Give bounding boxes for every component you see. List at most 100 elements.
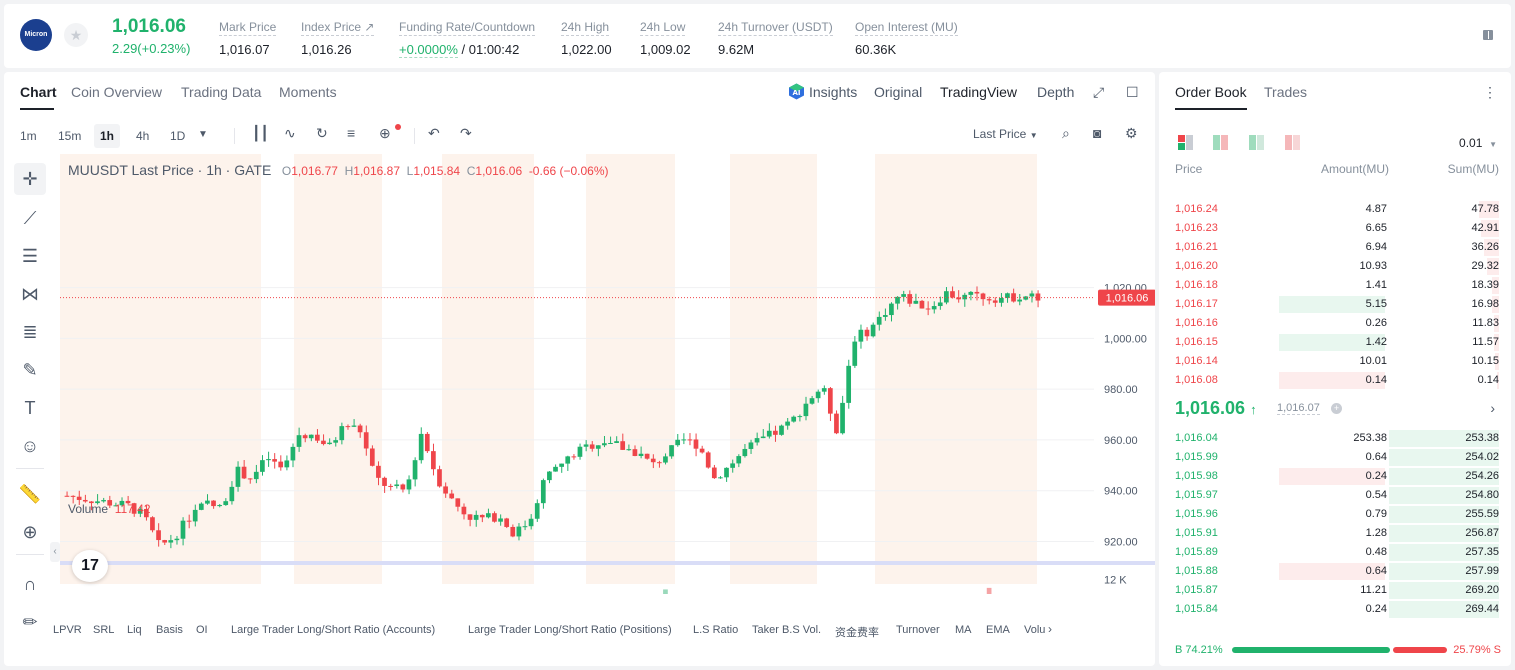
templates-icon[interactable]: ≡ — [347, 125, 356, 141]
bid-row[interactable]: 1,015.97 0.54 254.80 — [1175, 486, 1499, 505]
star-icon[interactable]: ★ — [64, 23, 88, 47]
bid-row[interactable]: 1,015.88 0.64 257.99 — [1175, 562, 1499, 581]
timeframe-1d[interactable]: 1D — [170, 129, 186, 143]
candle-body — [919, 300, 925, 309]
ask-row[interactable]: 1,016.20 10.93 29.32 — [1175, 257, 1499, 276]
indicator-4[interactable]: OI — [196, 624, 208, 636]
expand-icon[interactable]: ⤢ — [1093, 84, 1105, 100]
price-source-select[interactable]: Last Price ▼ — [973, 127, 1038, 141]
pencil-lock-icon[interactable]: ✏ — [22, 612, 38, 632]
indicator-2[interactable]: Liq — [127, 624, 142, 636]
layout-asks-only-icon[interactable] — [1284, 134, 1301, 151]
timeframe-4h[interactable]: 4h — [136, 129, 150, 143]
indicators-icon[interactable]: ∿ — [284, 125, 296, 141]
undo-icon[interactable]: ↶ — [428, 125, 440, 141]
candle-type-icon[interactable]: ┃┃ — [252, 125, 269, 141]
depth-bar — [1479, 201, 1499, 218]
layout-both-icon[interactable] — [1177, 134, 1194, 151]
indicator-12[interactable]: EMA — [986, 624, 1010, 636]
indicator-3[interactable]: Basis — [156, 624, 183, 636]
text-icon[interactable]: T — [24, 398, 36, 418]
bid-row[interactable]: 1,015.89 0.48 257.35 — [1175, 543, 1499, 562]
candle-body — [388, 485, 393, 487]
tab-tradingview[interactable]: TradingView — [940, 84, 1018, 100]
crosshair-icon[interactable]: ✛ — [14, 163, 46, 195]
gear-icon[interactable]: ⚙ — [1125, 125, 1138, 141]
ask-row[interactable]: 1,016.14 10.01 10.15 — [1175, 352, 1499, 371]
info-icon[interactable]: + — [1331, 403, 1342, 414]
tab-original[interactable]: Original — [874, 84, 923, 100]
bid-row[interactable]: 1,015.87 11.21 269.20 — [1175, 581, 1499, 600]
tab-order-book[interactable]: Order Book — [1175, 84, 1247, 100]
tab-trades[interactable]: Trades — [1264, 84, 1308, 100]
add-alert-icon[interactable]: ⊕ — [379, 125, 391, 141]
indicator-8[interactable]: Taker B.S Vol. — [752, 624, 822, 636]
tab-chart[interactable]: Chart — [20, 84, 57, 100]
candle-body — [467, 514, 473, 520]
timeframe-15m[interactable]: 15m — [58, 129, 82, 143]
indicator-1[interactable]: SRL — [93, 624, 115, 636]
ask-row[interactable]: 1,016.15 1.42 11.57 — [1175, 333, 1499, 352]
tab-depth[interactable]: Depth — [1037, 84, 1075, 100]
ruler-icon[interactable]: 📏 — [18, 484, 42, 504]
bid-row[interactable]: 1,015.96 0.79 255.59 — [1175, 505, 1499, 524]
ask-row[interactable]: 1,016.18 1.41 18.39 — [1175, 276, 1499, 295]
trend-line-icon[interactable]: ⟋ — [23, 208, 37, 228]
candle-body — [492, 513, 497, 522]
bid-row[interactable]: 1,016.04 253.38 253.38 — [1175, 429, 1499, 448]
zoom-in-icon[interactable]: ⊕ — [22, 522, 38, 542]
book-icon[interactable] — [1481, 28, 1495, 42]
window-icon[interactable]: ☐ — [1126, 84, 1139, 100]
ask-row[interactable]: 1,016.17 5.15 16.98 — [1175, 295, 1499, 314]
stat-index-price[interactable]: Index Price ↗ 1,016.26 — [301, 20, 375, 57]
search-icon[interactable]: ⌕ — [1062, 125, 1070, 141]
brush-icon[interactable]: ✎ — [22, 360, 38, 380]
ask-row[interactable]: 1,016.21 6.94 36.26 — [1175, 238, 1499, 257]
bid-row[interactable]: 1,015.98 0.24 254.26 — [1175, 467, 1499, 486]
precision-select[interactable]: 0.01 ▼ — [1459, 136, 1497, 150]
ask-row[interactable]: 1,016.08 0.14 0.14 — [1175, 371, 1499, 390]
tab-trading-data[interactable]: Trading Data — [181, 84, 262, 100]
ask-row[interactable]: 1,016.24 4.87 47.78 — [1175, 200, 1499, 219]
timeframe-dropdown-icon[interactable]: ▼ — [198, 129, 208, 140]
bid-row[interactable]: 1,015.99 0.64 254.02 — [1175, 448, 1499, 467]
horizontal-lines-icon[interactable]: ☰ — [21, 246, 39, 266]
chevron-right-icon[interactable]: › — [1490, 400, 1495, 416]
redo-icon[interactable]: ↷ — [460, 125, 472, 141]
collapse-toolbar-icon[interactable]: ‹ — [50, 542, 60, 562]
timeframe-1h[interactable]: 1h — [94, 124, 121, 148]
tab-coin-overview[interactable]: Coin Overview — [71, 84, 163, 100]
ask-row[interactable]: 1,016.16 0.26 11.83 — [1175, 314, 1499, 333]
row-sum: 11.83 — [1472, 317, 1499, 329]
chevron-right-icon[interactable]: › — [1048, 622, 1052, 636]
emoji-icon[interactable]: ☺ — [20, 436, 40, 456]
price-chart[interactable]: 920.00940.00960.00980.001,000.001,020.00… — [60, 154, 1155, 594]
layout-bids-icon[interactable] — [1212, 134, 1229, 151]
bid-row[interactable]: 1,015.84 0.24 269.44 — [1175, 600, 1499, 619]
indicator-9[interactable]: 资金费率 — [835, 627, 879, 639]
depth-bar — [1389, 449, 1499, 466]
ask-row[interactable]: 1,016.23 6.65 42.91 — [1175, 219, 1499, 238]
tab-moments[interactable]: Moments — [279, 84, 337, 100]
layout-bids-only-icon[interactable] — [1248, 134, 1265, 151]
indicator-5[interactable]: Large Trader Long/Short Ratio (Accounts) — [231, 624, 436, 636]
magnet-icon[interactable]: ∩ — [23, 574, 37, 594]
stat-mark-price[interactable]: Mark Price 1,016.07 — [219, 20, 277, 57]
more-icon[interactable]: ⋮ — [1483, 84, 1497, 100]
tab-insights[interactable]: Insights — [809, 84, 858, 100]
indicator-6[interactable]: Large Trader Long/Short Ratio (Positions… — [468, 624, 672, 636]
indicator-10[interactable]: Turnover — [896, 624, 940, 636]
indicator-0[interactable]: LPVR — [53, 624, 82, 636]
camera-icon[interactable]: ◙ — [1093, 125, 1102, 141]
stat-funding-rate[interactable]: Funding Rate/Countdown +0.0000% / 01:00:… — [399, 20, 536, 58]
tradingview-logo[interactable]: 17 — [72, 550, 108, 582]
indicator-11[interactable]: MA — [955, 624, 972, 636]
pattern-icon[interactable]: ⋈ — [21, 284, 39, 304]
refresh-icon[interactable]: ↻ — [316, 125, 328, 141]
fib-icon[interactable]: ≣ — [22, 322, 38, 342]
indicator-7[interactable]: L.S Ratio — [693, 624, 739, 636]
timeframe-1m[interactable]: 1m — [20, 129, 37, 143]
bid-row[interactable]: 1,015.91 1.28 256.87 — [1175, 524, 1499, 543]
candle-body — [376, 465, 381, 478]
indicator-13[interactable]: Volu — [1024, 624, 1046, 636]
